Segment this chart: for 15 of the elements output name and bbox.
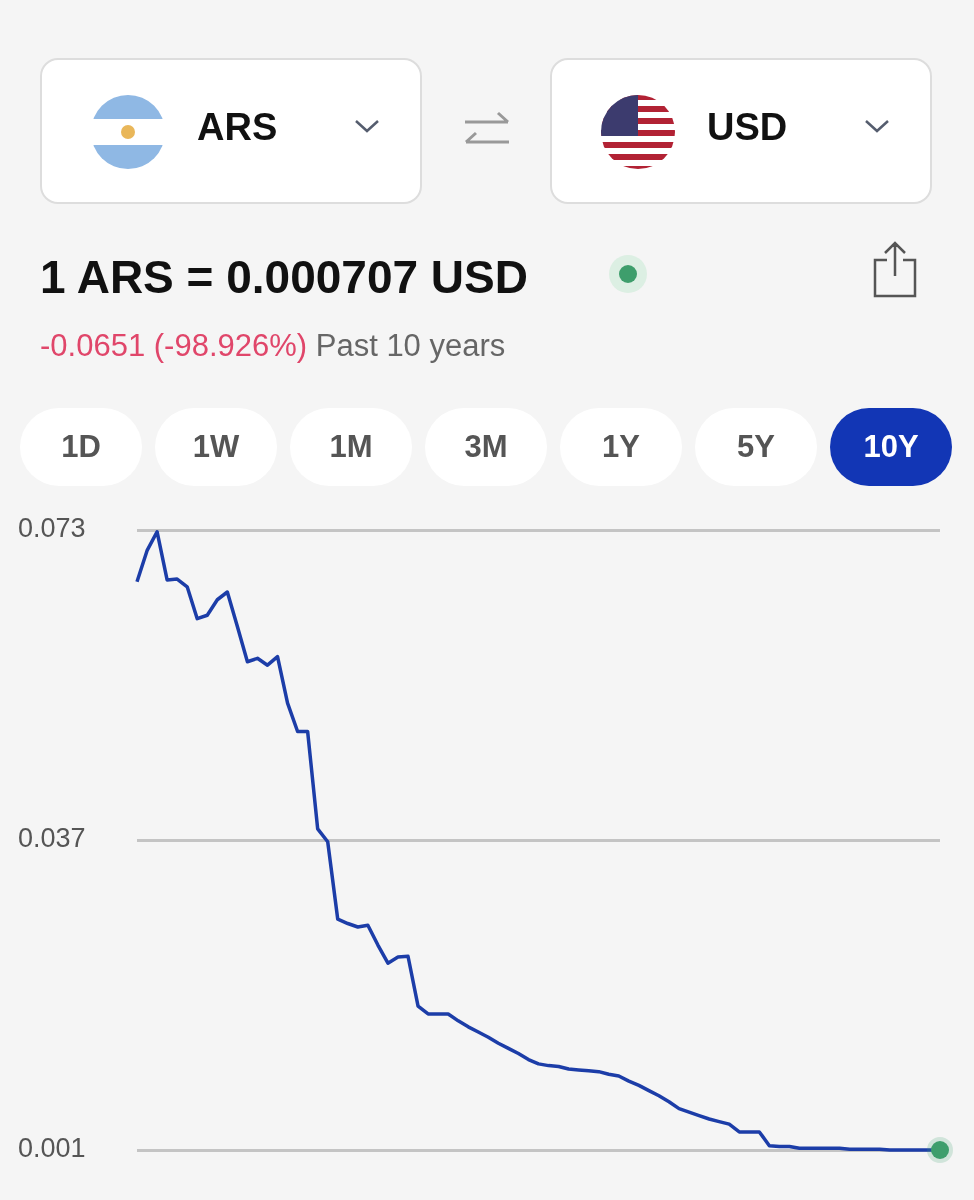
text: USD	[707, 106, 788, 149]
chart-subtitle: -0.0651 (-98.926%)	[40, 328, 308, 363]
y-tick-label: 0.001	[18, 1133, 86, 1164]
chart-title: 1 ARS = 0.000707 USD	[40, 250, 528, 304]
text: 10Y	[830, 408, 952, 486]
y-tick-label: 0.073	[18, 513, 86, 544]
text: ARS	[197, 106, 278, 149]
text: 3M	[425, 408, 547, 486]
text: Past 10 years	[315, 328, 506, 363]
text: 1M	[290, 408, 412, 486]
text: 1D	[20, 408, 142, 486]
text: 1W	[155, 408, 277, 486]
text: 5Y	[695, 408, 817, 486]
text: 1Y	[560, 408, 682, 486]
y-tick-label: 0.037	[18, 823, 86, 854]
